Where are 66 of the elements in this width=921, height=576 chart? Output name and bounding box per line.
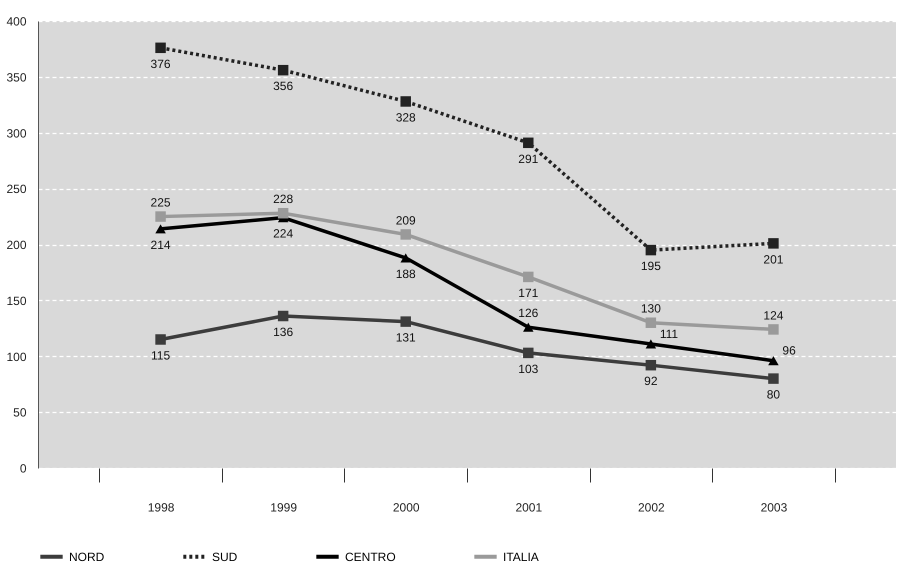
point — [646, 317, 656, 328]
legend-label: SUD — [212, 550, 238, 564]
x-tick-label: 2003 — [760, 500, 788, 514]
data-label: 124 — [763, 308, 784, 322]
point — [278, 64, 288, 76]
x-tick-label: 2000 — [392, 500, 420, 514]
x-tick-label: 2001 — [515, 500, 542, 514]
point — [400, 316, 411, 327]
data-label: 111 — [660, 326, 678, 341]
data-label: 209 — [396, 213, 416, 228]
point — [400, 96, 411, 107]
point — [768, 238, 779, 249]
x-tick-label: 2002 — [638, 500, 666, 514]
data-label: 224 — [273, 226, 294, 241]
data-label: 195 — [640, 259, 662, 274]
legend-label: CENTRO — [345, 550, 396, 564]
data-label: 92 — [644, 374, 658, 388]
data-label: 201 — [763, 252, 784, 266]
data-label: 131 — [396, 330, 416, 345]
point — [646, 244, 656, 256]
point — [646, 339, 656, 348]
data-label: 130 — [640, 302, 662, 316]
point — [523, 272, 534, 282]
point — [400, 229, 411, 240]
point — [768, 373, 779, 384]
x-tick-label: 1999 — [270, 500, 298, 514]
data-label: 225 — [150, 196, 171, 210]
data-label: 136 — [273, 325, 294, 340]
data-label: 291 — [518, 152, 539, 166]
y-tick-label: 350 — [6, 70, 27, 84]
y-tick-label: 50 — [13, 406, 27, 420]
x-tick-label: 1998 — [148, 500, 175, 514]
data-label: 171 — [518, 286, 539, 300]
point — [400, 253, 411, 262]
point — [523, 348, 534, 358]
y-tick-label: 0 — [20, 462, 27, 476]
point — [278, 208, 288, 218]
data-label: 376 — [150, 56, 171, 71]
point — [155, 334, 166, 345]
data-label: 80 — [766, 388, 780, 402]
data-label: 126 — [518, 306, 539, 320]
data-label: 188 — [396, 266, 416, 281]
y-tick-label: 150 — [6, 294, 27, 308]
legend-label: ITALIA — [503, 550, 539, 564]
y-tick-label: 250 — [6, 182, 27, 196]
y-tick-label: 300 — [6, 126, 27, 140]
data-label: 103 — [518, 362, 539, 376]
y-tick-label: 400 — [6, 14, 27, 28]
point — [155, 211, 166, 222]
y-tick-label: 100 — [6, 350, 27, 364]
data-label: 228 — [273, 192, 294, 206]
point — [278, 310, 288, 322]
y-tick-label: 200 — [6, 238, 27, 252]
legend-label: NORD — [69, 550, 105, 564]
data-label: 356 — [273, 79, 294, 94]
data-label: 96 — [782, 344, 796, 358]
point — [768, 324, 779, 335]
data-label: 115 — [151, 348, 170, 362]
point — [646, 360, 656, 370]
point — [523, 322, 534, 332]
point — [155, 224, 166, 234]
point — [523, 138, 534, 148]
point — [768, 356, 779, 366]
data-label: 214 — [150, 238, 171, 252]
point — [155, 42, 166, 54]
data-label: 328 — [396, 110, 416, 124]
